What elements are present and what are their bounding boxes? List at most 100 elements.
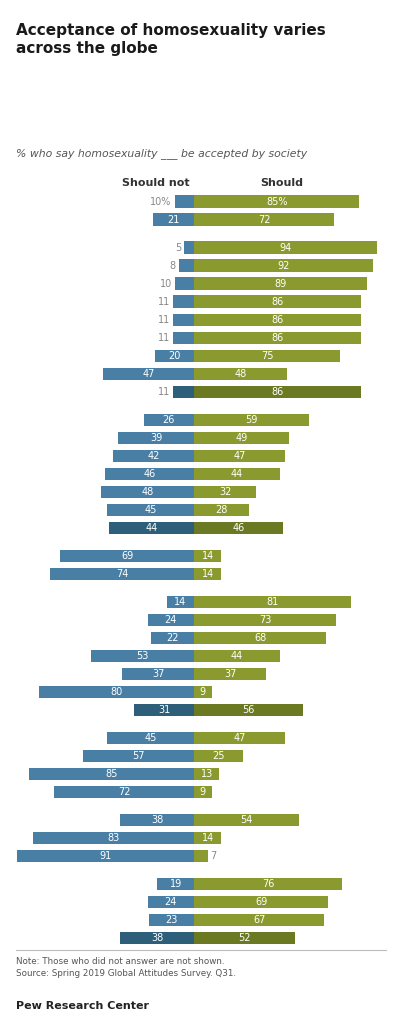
Bar: [84, 750, 194, 762]
Text: 86: 86: [271, 314, 284, 325]
Bar: [194, 850, 208, 862]
Text: 44: 44: [145, 523, 158, 532]
Text: Should not: Should not: [121, 178, 189, 188]
Bar: [194, 196, 359, 208]
Bar: [120, 814, 194, 826]
Bar: [167, 596, 194, 608]
Bar: [194, 432, 289, 443]
Text: 31: 31: [158, 706, 170, 715]
Text: 68: 68: [254, 633, 266, 643]
Text: 59: 59: [245, 415, 258, 425]
Bar: [194, 296, 361, 308]
Bar: [194, 522, 283, 535]
Text: 14: 14: [174, 597, 187, 607]
Text: 83: 83: [107, 834, 120, 843]
Bar: [194, 485, 256, 498]
Text: Should: Should: [260, 178, 303, 188]
Text: 80: 80: [110, 687, 123, 697]
Bar: [194, 242, 377, 254]
Bar: [194, 550, 221, 562]
Text: 52: 52: [238, 933, 251, 943]
Text: 10%: 10%: [150, 197, 172, 207]
Text: 75: 75: [261, 350, 273, 360]
Bar: [194, 732, 285, 744]
Bar: [122, 668, 194, 680]
Bar: [194, 386, 361, 398]
Bar: [157, 878, 194, 890]
Bar: [173, 332, 194, 344]
Bar: [194, 259, 373, 271]
Bar: [194, 414, 309, 426]
Bar: [60, 550, 194, 562]
Text: 85%: 85%: [266, 197, 287, 207]
Text: 24: 24: [165, 614, 177, 625]
Text: 14: 14: [202, 569, 214, 579]
Text: 73: 73: [259, 614, 271, 625]
Text: 14: 14: [202, 551, 214, 561]
Bar: [194, 278, 367, 290]
Bar: [194, 703, 303, 716]
Bar: [51, 567, 194, 580]
Text: 72: 72: [258, 215, 270, 224]
Text: 13: 13: [201, 769, 213, 779]
Bar: [134, 703, 194, 716]
Bar: [148, 896, 194, 908]
Text: 86: 86: [271, 333, 284, 343]
Bar: [194, 668, 266, 680]
Text: 32: 32: [219, 486, 231, 497]
Bar: [194, 768, 219, 780]
Bar: [194, 831, 221, 844]
Text: 48: 48: [141, 486, 154, 497]
Text: 91: 91: [100, 851, 112, 861]
Text: Pew Research Center: Pew Research Center: [16, 1001, 149, 1012]
Bar: [194, 878, 342, 890]
Text: 24: 24: [165, 897, 177, 907]
Bar: [194, 914, 324, 927]
Text: 94: 94: [279, 243, 291, 253]
Bar: [105, 468, 194, 480]
Bar: [155, 349, 194, 361]
Bar: [148, 613, 194, 626]
Bar: [120, 932, 194, 944]
Bar: [184, 242, 194, 254]
Text: 85: 85: [105, 769, 118, 779]
Text: 20: 20: [168, 350, 181, 360]
Text: 23: 23: [166, 915, 178, 925]
Text: 56: 56: [242, 706, 255, 715]
Bar: [175, 196, 194, 208]
Bar: [194, 349, 340, 361]
Bar: [194, 786, 212, 799]
Bar: [173, 313, 194, 326]
Bar: [194, 450, 285, 462]
Text: 11: 11: [158, 387, 170, 396]
Text: 46: 46: [143, 469, 156, 479]
Text: 57: 57: [133, 751, 145, 761]
Bar: [173, 296, 194, 308]
Text: 21: 21: [168, 215, 180, 224]
Bar: [107, 504, 194, 516]
Text: 9: 9: [200, 687, 206, 697]
Bar: [33, 831, 194, 844]
Bar: [194, 213, 334, 225]
Text: 44: 44: [231, 651, 243, 660]
Text: 42: 42: [147, 451, 160, 461]
Bar: [194, 686, 212, 698]
Text: 74: 74: [116, 569, 129, 579]
Text: 9: 9: [200, 787, 206, 797]
Bar: [175, 278, 194, 290]
Bar: [194, 468, 279, 480]
Bar: [150, 914, 194, 927]
Text: 86: 86: [271, 387, 284, 396]
Text: 89: 89: [274, 279, 287, 289]
Bar: [119, 432, 194, 443]
Bar: [144, 414, 194, 426]
Bar: [194, 932, 295, 944]
Text: 46: 46: [233, 523, 245, 532]
Text: 92: 92: [277, 260, 290, 270]
Text: 19: 19: [170, 879, 182, 889]
Bar: [194, 504, 248, 516]
Bar: [109, 522, 194, 535]
Bar: [194, 313, 361, 326]
Text: 25: 25: [212, 751, 224, 761]
Bar: [18, 850, 194, 862]
